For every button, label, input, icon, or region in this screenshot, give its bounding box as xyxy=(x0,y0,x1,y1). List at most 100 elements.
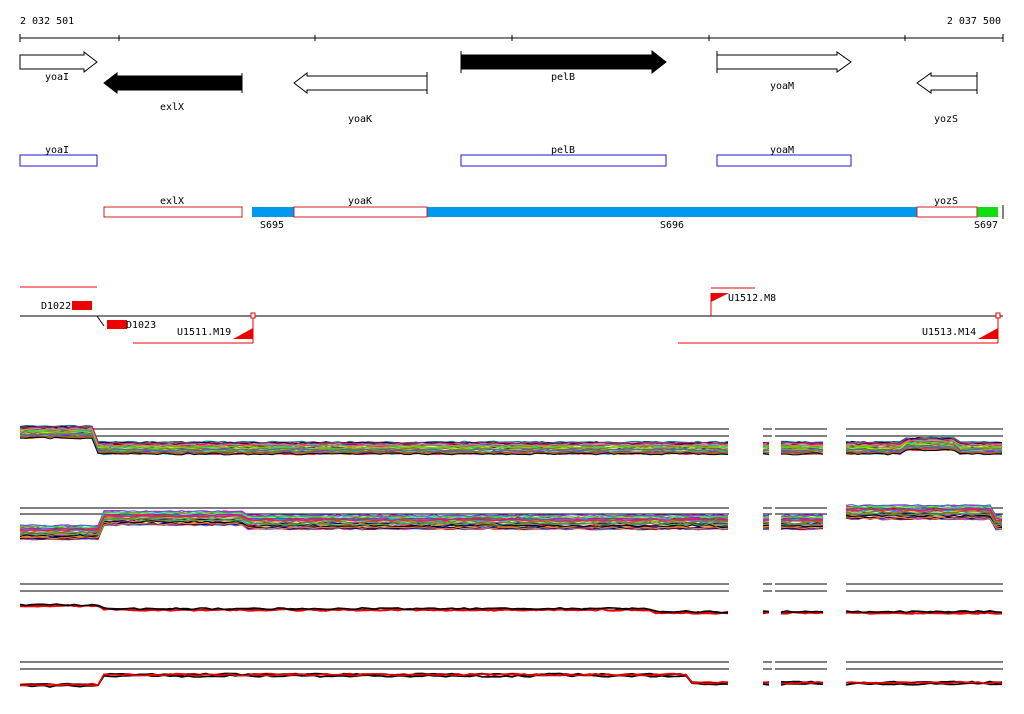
expression-trace xyxy=(762,514,770,517)
plus-box-label-yoam: yoaM xyxy=(770,145,794,156)
plus-strand-boxes: yoaI pelB yoaM xyxy=(19,145,852,167)
feature-track: D1022 D1023 U1511.M19 U1512.M8 U1513.M14 xyxy=(20,286,1003,344)
feature-d1023[interactable] xyxy=(107,320,127,329)
feature-d1022[interactable] xyxy=(72,301,92,310)
expression-trace xyxy=(845,512,1003,526)
gene-label-yoam: yoaM xyxy=(770,81,794,92)
expression-trace xyxy=(762,528,770,530)
gene-arrow-yoam[interactable]: yoaM xyxy=(716,51,852,92)
expression-trace xyxy=(780,515,824,518)
expression-trace xyxy=(19,427,729,447)
expression-trace xyxy=(762,448,770,451)
expression-trace xyxy=(780,441,823,444)
expression-trace xyxy=(19,432,729,452)
gene-arrow-yoak[interactable]: yoaK xyxy=(293,71,428,125)
expression-trace xyxy=(845,437,1003,445)
gene-arrow-exlx[interactable]: exlX xyxy=(103,71,243,113)
expression-trace xyxy=(845,444,1003,452)
minus-box-exlx[interactable] xyxy=(103,206,243,218)
expression-trace xyxy=(845,611,1003,615)
ruler-end-label: 2 037 500 xyxy=(947,16,1001,27)
gene-arrow-yozs[interactable]: yozS xyxy=(916,72,978,125)
ruler-start-label: 2 032 501 xyxy=(20,16,74,27)
gene-label-yozs: yozS xyxy=(934,114,958,125)
expression-trace xyxy=(19,514,729,532)
expression-trace xyxy=(845,446,1003,454)
plus-box-label-pelb: pelB xyxy=(551,145,575,156)
expression-trace xyxy=(780,610,824,614)
expression-trace xyxy=(762,610,770,613)
expression-trace xyxy=(19,424,729,444)
minus-box-label-exlx: exlX xyxy=(160,196,184,207)
gene-label-exlx: exlX xyxy=(160,102,184,113)
expression-trace xyxy=(762,445,770,447)
expression-trace xyxy=(780,522,824,526)
expression-trace xyxy=(19,518,729,536)
feature-label-u1513: U1513.M14 xyxy=(922,327,976,338)
expression-trace xyxy=(780,681,824,685)
gene-arrow-pelb[interactable]: pelB xyxy=(460,49,667,83)
segment-bar-blue[interactable] xyxy=(252,207,918,217)
expression-trace xyxy=(19,436,729,456)
expression-trace xyxy=(762,517,770,520)
expression-trace xyxy=(19,509,729,527)
segment-bar-green[interactable] xyxy=(977,207,998,217)
expression-trace xyxy=(781,448,824,452)
minus-box-yozs[interactable] xyxy=(916,206,978,218)
plus-box-yoam[interactable] xyxy=(716,154,852,167)
feature-label-u1512: U1512.M8 xyxy=(728,293,776,304)
segment-track: exlX yoaK yozS S695 S696 S697 xyxy=(103,196,1004,231)
expression-trace xyxy=(762,681,770,684)
expression-trace xyxy=(762,521,770,523)
expression-trace xyxy=(762,515,770,518)
expression-trace xyxy=(19,517,729,535)
expression-trace xyxy=(762,683,770,686)
expression-trace xyxy=(762,519,770,521)
expression-trace xyxy=(845,439,1003,447)
expression-trace xyxy=(845,609,1003,614)
segment-label-s697: S697 xyxy=(974,220,998,231)
expression-trace xyxy=(845,680,1003,685)
expression-trace xyxy=(762,450,770,454)
expression-trace xyxy=(845,441,1003,449)
segment-label-s696: S696 xyxy=(660,220,684,231)
expression-trace xyxy=(845,516,1003,530)
plus-box-pelb[interactable] xyxy=(460,154,667,167)
expression-trace xyxy=(780,450,824,454)
gene-label-yoai: yoaI xyxy=(45,72,69,83)
expression-trace xyxy=(19,516,729,534)
expression-trace xyxy=(845,508,1003,522)
plus-box-label-yoai: yoaI xyxy=(45,145,69,156)
expression-trace xyxy=(780,519,824,522)
expression-trace xyxy=(780,518,824,521)
expression-panel-3 xyxy=(19,578,1003,626)
expression-panel-4 xyxy=(19,655,1003,703)
expression-trace xyxy=(19,522,729,540)
feature-label-d1023: D1023 xyxy=(126,320,156,331)
expression-trace xyxy=(780,451,824,455)
expression-trace xyxy=(780,452,824,456)
expression-trace xyxy=(19,429,729,449)
expression-trace xyxy=(762,446,770,449)
promoter-u1512[interactable] xyxy=(711,293,729,302)
terminator-u1513[interactable] xyxy=(978,328,998,339)
gene-arrow-yoai[interactable]: yoaI xyxy=(19,50,98,83)
expression-trace xyxy=(762,442,770,444)
gene-label-pelb: pelB xyxy=(551,72,575,83)
expression-trace xyxy=(780,514,824,517)
coordinate-ruler: 2 032 501 2 037 500 xyxy=(19,16,1004,42)
plus-box-yoai[interactable] xyxy=(19,154,98,167)
expression-trace xyxy=(845,510,1003,523)
minus-box-label-yoak: yoaK xyxy=(348,196,372,207)
minus-box-yoak[interactable] xyxy=(293,206,428,218)
expression-trace xyxy=(846,448,1003,456)
expression-trace xyxy=(780,526,824,529)
expression-trace xyxy=(845,514,1003,527)
expression-trace xyxy=(19,425,729,444)
terminator-u1511[interactable] xyxy=(233,328,253,339)
expression-trace xyxy=(20,674,729,688)
segment-label-s695: S695 xyxy=(260,220,284,231)
expression-trace xyxy=(780,524,824,528)
gene-arrows-track: yoaI exlX yoaK pelB yoaM yozS xyxy=(19,49,978,125)
